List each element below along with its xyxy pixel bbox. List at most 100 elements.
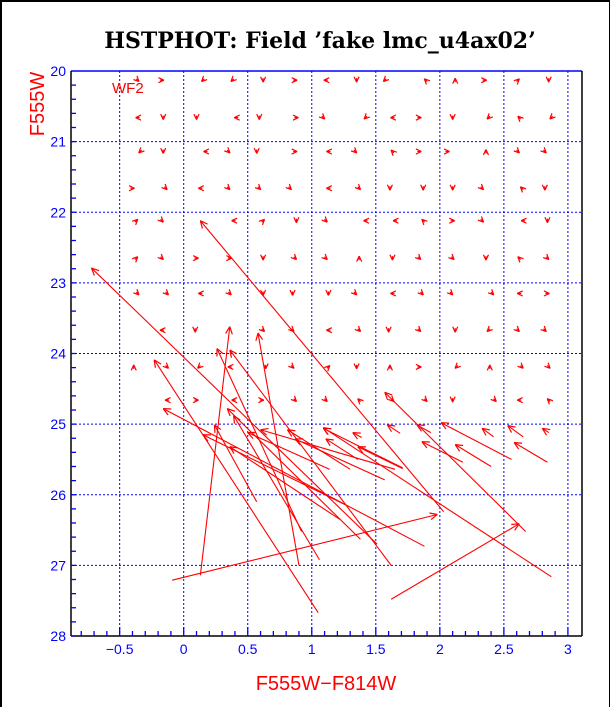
arrowhead-stroke <box>480 77 487 81</box>
arrowhead-stroke <box>261 219 266 226</box>
small-vector <box>231 397 238 404</box>
long-vector <box>507 424 524 438</box>
arrowhead-stroke <box>452 184 456 191</box>
small-vector <box>193 113 200 120</box>
arrowhead-stroke <box>260 76 264 83</box>
arrowhead-stroke <box>262 289 267 296</box>
arrowhead-stroke <box>485 149 490 156</box>
arrowhead-stroke <box>415 114 422 119</box>
arrowhead-stroke <box>507 425 513 433</box>
arrowhead-stroke <box>543 147 547 154</box>
arrowhead-stroke <box>229 349 238 355</box>
arrowhead-stroke <box>417 292 424 296</box>
vector-shaft <box>323 427 403 469</box>
arrowhead-stroke <box>162 292 169 296</box>
arrowhead-stroke <box>390 149 394 156</box>
arrowhead-stroke <box>452 326 456 333</box>
arrowhead-stroke <box>513 150 520 154</box>
arrowhead-stroke <box>227 408 235 412</box>
small-vector <box>203 148 210 155</box>
small-vector <box>513 147 520 154</box>
small-vector <box>225 289 232 296</box>
arrowhead-stroke <box>133 364 137 371</box>
arrowhead-stroke <box>514 523 520 531</box>
arrowhead-stroke <box>389 364 393 371</box>
small-vector <box>386 364 393 371</box>
arrowhead-stroke <box>157 219 164 223</box>
arrowhead-stroke <box>386 184 391 191</box>
arrowhead-stroke <box>291 325 295 332</box>
arrowhead-stroke <box>325 438 331 447</box>
vector-shaft <box>481 427 494 438</box>
arrowhead-stroke <box>231 397 238 401</box>
arrowhead-stroke <box>356 363 360 370</box>
small-vector <box>227 363 234 370</box>
arrowhead-stroke <box>454 362 458 369</box>
arrowhead-stroke <box>225 326 231 334</box>
arrowhead-stroke <box>418 325 422 332</box>
arrowhead-stroke <box>541 428 547 436</box>
arrowhead-stroke <box>233 415 236 424</box>
y-tick-label: 24 <box>50 346 66 362</box>
arrowhead-stroke <box>415 148 422 153</box>
long-vector <box>322 427 403 469</box>
small-vector <box>520 217 527 224</box>
arrowhead-stroke <box>416 424 422 432</box>
arrowhead-stroke <box>321 256 328 261</box>
y-tick-label: 22 <box>50 204 66 220</box>
arrowhead-stroke <box>153 359 162 365</box>
arrowhead-stroke <box>420 184 424 191</box>
small-vector <box>449 184 456 191</box>
small-vector <box>293 217 300 223</box>
small-vector <box>291 77 298 84</box>
small-vector <box>417 289 424 296</box>
arrowhead-stroke <box>388 398 395 403</box>
arrowhead-stroke <box>517 365 524 369</box>
small-vector <box>482 254 490 261</box>
arrowhead-stroke <box>291 150 298 155</box>
arrowhead-stroke <box>164 399 171 404</box>
small-vector <box>323 364 331 372</box>
arrowhead-stroke <box>507 424 516 428</box>
arrowhead-stroke <box>486 113 490 120</box>
arrowhead-stroke <box>203 148 210 153</box>
arrowhead-stroke <box>138 147 142 154</box>
arrowhead-stroke <box>390 114 397 119</box>
arrowhead-stroke <box>192 326 196 333</box>
grid-lines <box>71 70 582 636</box>
arrowhead-stroke <box>165 289 170 296</box>
vector-shaft <box>153 359 319 613</box>
arrowhead-stroke <box>356 255 360 262</box>
arrowhead-stroke <box>363 217 370 222</box>
arrowhead-stroke <box>158 77 165 81</box>
long-vector <box>247 431 330 470</box>
small-vector <box>517 256 524 263</box>
y-tick-label: 21 <box>50 134 66 150</box>
arrowhead-stroke <box>257 332 264 340</box>
small-vector <box>198 185 205 192</box>
small-vector <box>480 77 487 84</box>
small-vector <box>158 77 165 84</box>
arrowhead-stroke <box>288 365 295 369</box>
x-tick-label: 1 <box>308 641 316 657</box>
small-vector <box>415 114 422 121</box>
small-vector <box>192 255 199 262</box>
arrowhead-stroke <box>262 76 267 83</box>
arrowhead-stroke <box>354 328 361 333</box>
arrowhead-stroke <box>422 184 427 191</box>
arrowhead-stroke <box>258 399 265 404</box>
arrowhead-stroke <box>452 113 456 120</box>
small-vector <box>290 395 298 403</box>
long-vector <box>153 359 319 613</box>
arrowhead-stroke <box>133 292 140 296</box>
arrowhead-stroke <box>202 434 209 442</box>
small-vector <box>486 113 493 120</box>
vector-shaft <box>294 438 386 481</box>
small-vector <box>353 363 360 370</box>
arrowhead-stroke <box>261 325 266 332</box>
y-tick-label: 20 <box>50 63 66 79</box>
small-vector <box>390 114 397 121</box>
arrowhead-stroke <box>198 292 205 297</box>
small-vector <box>258 325 266 333</box>
arrowhead-stroke <box>390 149 397 153</box>
